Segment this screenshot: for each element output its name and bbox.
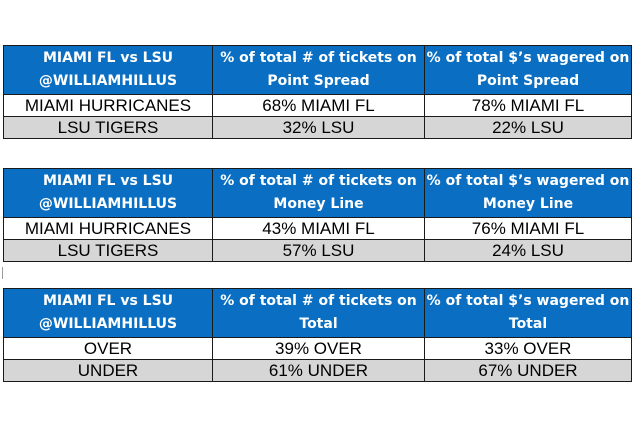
- table-row: LSU TIGERS 57% LSU 24% LSU: [3, 239, 632, 262]
- wagered-cell: 76% MIAMI FL: [424, 217, 632, 240]
- table-row: MIAMI HURRICANES 43% MIAMI FL 76% MIAMI …: [3, 217, 632, 240]
- wagered-cell: 78% MIAMI FL: [424, 94, 632, 117]
- table-row: OVER 39% OVER 33% OVER: [3, 337, 632, 360]
- wagered-cell: 24% LSU: [424, 239, 632, 262]
- tickets-header: % of total # of tickets on Point Spread: [212, 45, 425, 95]
- table-header-row: MIAMI FL vs LSU @WILLIAMHILLUS % of tota…: [3, 288, 632, 338]
- matchup-header: MIAMI FL vs LSU @WILLIAMHILLUS: [3, 45, 213, 95]
- team-cell: MIAMI HURRICANES: [3, 94, 213, 117]
- wagered-cell: 33% OVER: [424, 337, 632, 360]
- team-cell: UNDER: [3, 359, 213, 382]
- tickets-cell: 61% UNDER: [212, 359, 425, 382]
- point-spread-table: MIAMI FL vs LSU @WILLIAMHILLUS % of tota…: [3, 45, 632, 139]
- team-cell: LSU TIGERS: [3, 116, 213, 139]
- tickets-cell: 68% MIAMI FL: [212, 94, 425, 117]
- table-row: UNDER 61% UNDER 67% UNDER: [3, 359, 632, 382]
- table-row: MIAMI HURRICANES 68% MIAMI FL 78% MIAMI …: [3, 94, 632, 117]
- table-row: LSU TIGERS 32% LSU 22% LSU: [3, 116, 632, 139]
- wagered-header: % of total $’s wagered on Point Spread: [424, 45, 632, 95]
- tickets-cell: 43% MIAMI FL: [212, 217, 425, 240]
- tickets-header: % of total # of tickets on Total: [212, 288, 425, 338]
- team-cell: MIAMI HURRICANES: [3, 217, 213, 240]
- divider: [2, 267, 3, 279]
- money-line-table: MIAMI FL vs LSU @WILLIAMHILLUS % of tota…: [3, 168, 632, 262]
- wagered-header: % of total $’s wagered on Money Line: [424, 168, 632, 218]
- table-header-row: MIAMI FL vs LSU @WILLIAMHILLUS % of tota…: [3, 168, 632, 218]
- total-table: MIAMI FL vs LSU @WILLIAMHILLUS % of tota…: [3, 288, 632, 382]
- wagered-cell: 67% UNDER: [424, 359, 632, 382]
- wagered-header: % of total $’s wagered on Total: [424, 288, 632, 338]
- table-header-row: MIAMI FL vs LSU @WILLIAMHILLUS % of tota…: [3, 45, 632, 95]
- tickets-cell: 57% LSU: [212, 239, 425, 262]
- tickets-cell: 39% OVER: [212, 337, 425, 360]
- matchup-header: MIAMI FL vs LSU @WILLIAMHILLUS: [3, 168, 213, 218]
- tickets-header: % of total # of tickets on Money Line: [212, 168, 425, 218]
- team-cell: LSU TIGERS: [3, 239, 213, 262]
- matchup-header: MIAMI FL vs LSU @WILLIAMHILLUS: [3, 288, 213, 338]
- wagered-cell: 22% LSU: [424, 116, 632, 139]
- team-cell: OVER: [3, 337, 213, 360]
- tickets-cell: 32% LSU: [212, 116, 425, 139]
